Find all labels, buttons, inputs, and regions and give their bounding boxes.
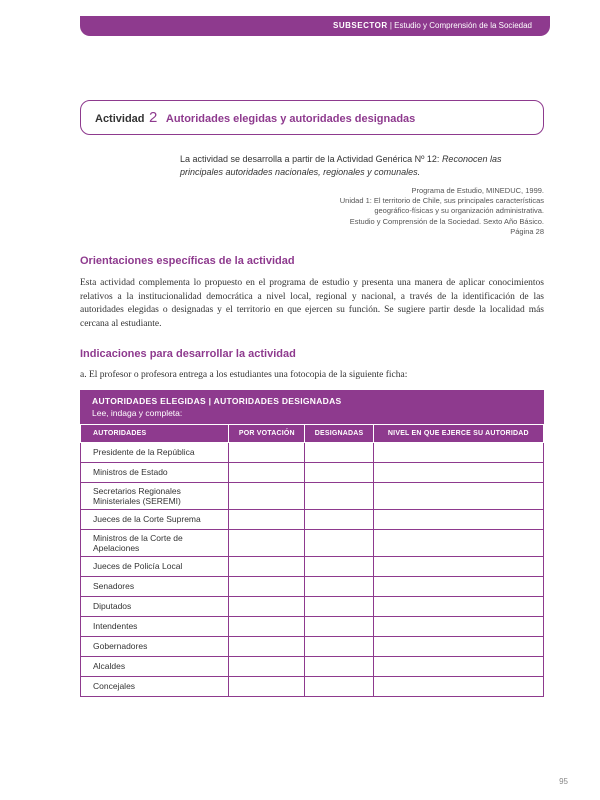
empty-cell (229, 482, 305, 509)
empty-cell (229, 636, 305, 656)
empty-cell (373, 482, 543, 509)
empty-cell (373, 442, 543, 462)
col-header: POR VOTACIÓN (229, 424, 305, 442)
table-header-row: AUTORIDADES POR VOTACIÓN DESIGNADAS NIVE… (81, 424, 544, 442)
table-row: Gobernadores (81, 636, 544, 656)
table-row: Ministros de Estado (81, 462, 544, 482)
authority-cell: Jueces de Policía Local (81, 556, 229, 576)
authority-cell: Secretarios Regionales Ministeriales (SE… (81, 482, 229, 509)
empty-cell (229, 596, 305, 616)
table-row: Diputados (81, 596, 544, 616)
table-banner-1: AUTORIDADES ELEGIDAS | AUTORIDADES DESIG… (80, 390, 544, 408)
authority-cell: Jueces de la Corte Suprema (81, 509, 229, 529)
authority-cell: Concejales (81, 676, 229, 696)
table-row: Presidente de la República (81, 442, 544, 462)
empty-cell (305, 576, 373, 596)
section-1-paragraph: Esta actividad complementa lo propuesto … (80, 277, 544, 332)
empty-cell (373, 616, 543, 636)
empty-cell (305, 442, 373, 462)
source-line: Estudio y Comprensión de la Sociedad. Se… (180, 217, 544, 227)
empty-cell (373, 529, 543, 556)
empty-cell (305, 462, 373, 482)
empty-cell (305, 509, 373, 529)
table-row: Jueces de Policía Local (81, 556, 544, 576)
empty-cell (305, 616, 373, 636)
table-row: Concejales (81, 676, 544, 696)
authority-cell: Alcaldes (81, 656, 229, 676)
empty-cell (305, 636, 373, 656)
empty-cell (229, 509, 305, 529)
intro-paragraph: La actividad se desarrolla a partir de l… (180, 153, 544, 178)
empty-cell (373, 556, 543, 576)
list-item-a: a. El profesor o profesora entrega a los… (80, 370, 544, 380)
page-content: Actividad 2 Autoridades elegidas y autor… (0, 0, 600, 697)
table-banner-2: Lee, indaga y completa: (80, 408, 544, 424)
empty-cell (229, 616, 305, 636)
empty-cell (373, 462, 543, 482)
table-row: Intendentes (81, 616, 544, 636)
empty-cell (373, 676, 543, 696)
empty-cell (305, 482, 373, 509)
authorities-table-wrap: AUTORIDADES ELEGIDAS | AUTORIDADES DESIG… (80, 390, 544, 697)
table-row: Jueces de la Corte Suprema (81, 509, 544, 529)
col-header: DESIGNADAS (305, 424, 373, 442)
authority-cell: Intendentes (81, 616, 229, 636)
table-row: Secretarios Regionales Ministeriales (SE… (81, 482, 544, 509)
section-heading-1: Orientaciones específicas de la activida… (80, 255, 544, 267)
section-heading-2: Indicaciones para desarrollar la activid… (80, 348, 544, 360)
source-line: Página 28 (180, 227, 544, 237)
source-line: geográfico-físicas y su organización adm… (180, 206, 544, 216)
empty-cell (373, 656, 543, 676)
authority-cell: Senadores (81, 576, 229, 596)
empty-cell (229, 576, 305, 596)
empty-cell (305, 596, 373, 616)
empty-cell (373, 509, 543, 529)
source-line: Programa de Estudio, MINEDUC, 1999. (180, 186, 544, 196)
empty-cell (305, 676, 373, 696)
empty-cell (229, 462, 305, 482)
empty-cell (229, 529, 305, 556)
empty-cell (229, 556, 305, 576)
table-row: Alcaldes (81, 656, 544, 676)
authority-cell: Gobernadores (81, 636, 229, 656)
activity-label: Actividad (95, 113, 145, 125)
authority-cell: Ministros de la Corte de Apelaciones (81, 529, 229, 556)
table-body: Presidente de la RepúblicaMinistros de E… (81, 442, 544, 696)
empty-cell (229, 656, 305, 676)
activity-title-box: Actividad 2 Autoridades elegidas y autor… (80, 100, 544, 135)
empty-cell (229, 442, 305, 462)
col-header: AUTORIDADES (81, 424, 229, 442)
empty-cell (305, 556, 373, 576)
page-number: 95 (559, 777, 568, 786)
activity-title: Autoridades elegidas y autoridades desig… (166, 113, 415, 125)
table-row: Senadores (81, 576, 544, 596)
authorities-table: AUTORIDADES POR VOTACIÓN DESIGNADAS NIVE… (80, 424, 544, 697)
authority-cell: Ministros de Estado (81, 462, 229, 482)
empty-cell (373, 576, 543, 596)
authority-cell: Diputados (81, 596, 229, 616)
table-row: Ministros de la Corte de Apelaciones (81, 529, 544, 556)
empty-cell (373, 596, 543, 616)
empty-cell (373, 636, 543, 656)
activity-number: 2 (149, 109, 157, 126)
source-line: Unidad 1: El territorio de Chile, sus pr… (180, 196, 544, 206)
intro-lead: La actividad se desarrolla a partir de l… (180, 154, 442, 164)
col-header: NIVEL EN QUE EJERCE SU AUTORIDAD (373, 424, 543, 442)
empty-cell (229, 676, 305, 696)
empty-cell (305, 529, 373, 556)
authority-cell: Presidente de la República (81, 442, 229, 462)
empty-cell (305, 656, 373, 676)
source-citation: Programa de Estudio, MINEDUC, 1999. Unid… (180, 186, 544, 237)
